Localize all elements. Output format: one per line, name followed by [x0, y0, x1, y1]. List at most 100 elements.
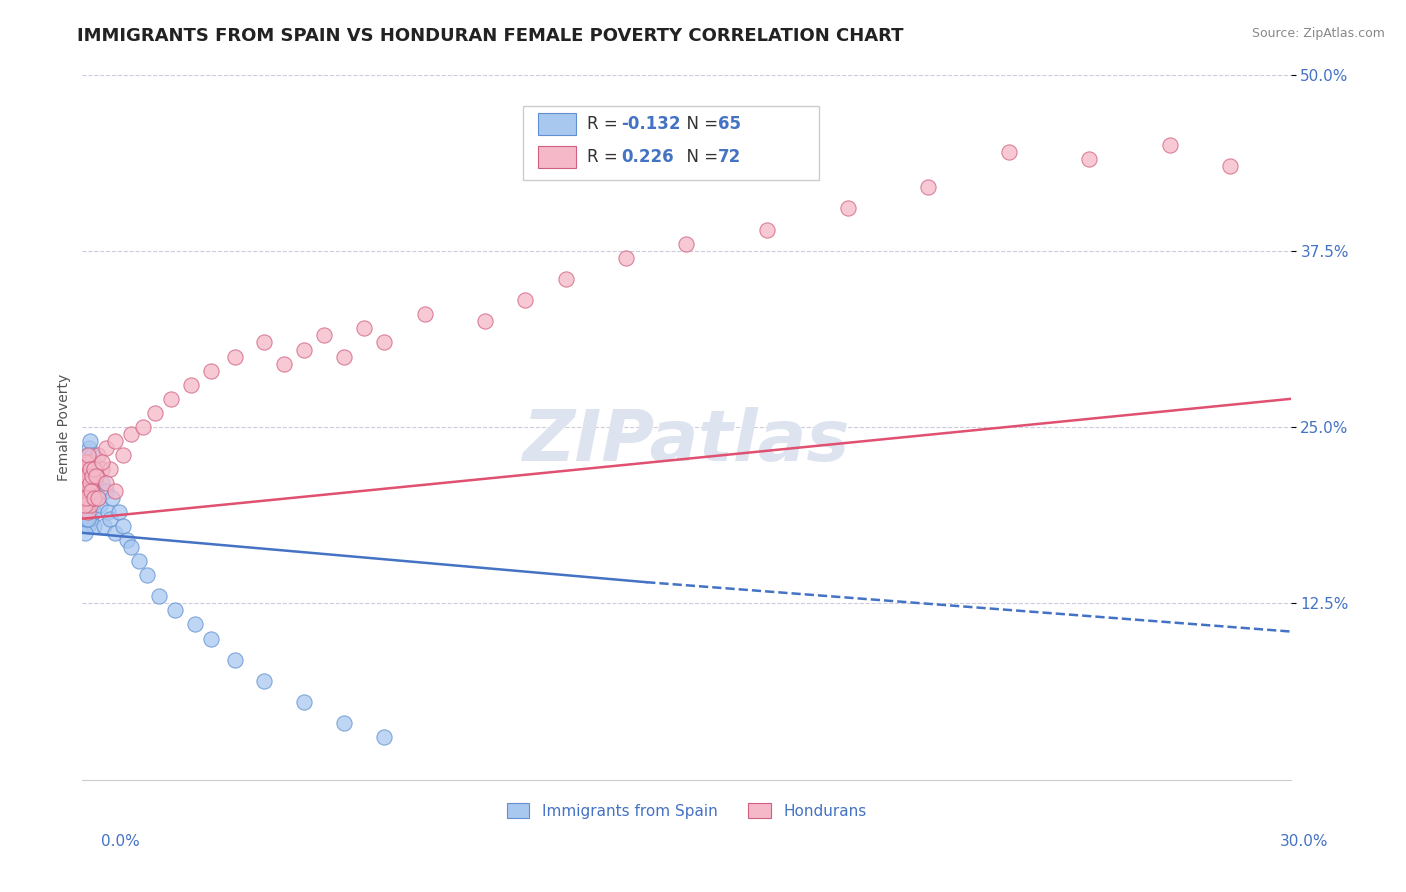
Point	[79, 505, 101, 519]
Point	[107, 505, 129, 519]
Text: N =: N =	[675, 115, 723, 133]
Y-axis label: Female Poverty: Female Poverty	[58, 374, 72, 481]
Point	[184, 617, 207, 632]
Point	[76, 448, 98, 462]
Point	[76, 512, 98, 526]
Text: 72: 72	[718, 148, 741, 166]
Point	[148, 589, 170, 603]
Point	[373, 335, 395, 350]
Point	[79, 498, 101, 512]
Text: ZIPatlas: ZIPatlas	[523, 407, 851, 475]
Point	[80, 469, 103, 483]
Point	[82, 491, 104, 505]
Point	[83, 462, 105, 476]
Point	[515, 293, 537, 307]
Point	[77, 491, 100, 505]
Point	[756, 222, 779, 236]
Point	[224, 350, 246, 364]
Point	[93, 518, 115, 533]
Point	[120, 540, 142, 554]
Point	[79, 476, 101, 491]
Point	[82, 469, 104, 483]
Point	[76, 491, 98, 505]
Point	[87, 491, 110, 505]
Point	[91, 462, 114, 476]
Point	[131, 420, 153, 434]
Point	[75, 462, 97, 476]
Text: 30.0%: 30.0%	[1281, 834, 1329, 849]
Point	[77, 462, 100, 476]
Text: R =: R =	[588, 115, 623, 133]
Point	[80, 498, 103, 512]
Point	[76, 476, 98, 491]
Point	[128, 554, 150, 568]
Point	[200, 632, 222, 646]
Point	[80, 483, 103, 498]
Point	[143, 406, 166, 420]
Point	[87, 491, 110, 505]
Point	[80, 476, 103, 491]
Point	[252, 335, 274, 350]
Point	[135, 568, 157, 582]
Point	[163, 603, 186, 617]
Point	[83, 518, 105, 533]
Point	[120, 427, 142, 442]
Point	[80, 462, 103, 476]
Point	[837, 202, 859, 216]
Legend: Immigrants from Spain, Hondurans: Immigrants from Spain, Hondurans	[501, 797, 873, 825]
Point	[75, 512, 97, 526]
Point	[79, 483, 101, 498]
Point	[554, 272, 576, 286]
Point	[77, 505, 100, 519]
Point	[353, 321, 375, 335]
Point	[86, 476, 108, 491]
Point	[101, 491, 124, 505]
Point	[75, 491, 97, 505]
Point	[76, 455, 98, 469]
Point	[96, 476, 118, 491]
Point	[82, 469, 104, 483]
Point	[76, 498, 98, 512]
Point	[1219, 159, 1241, 173]
Point	[83, 483, 105, 498]
Point	[80, 462, 103, 476]
Point	[75, 476, 97, 491]
Point	[75, 505, 97, 519]
Point	[675, 236, 697, 251]
Point	[180, 377, 202, 392]
Point	[96, 483, 118, 498]
Point	[91, 455, 114, 469]
Text: IMMIGRANTS FROM SPAIN VS HONDURAN FEMALE POVERTY CORRELATION CHART: IMMIGRANTS FROM SPAIN VS HONDURAN FEMALE…	[77, 27, 904, 45]
Point	[76, 483, 98, 498]
Point	[73, 476, 96, 491]
Point	[160, 392, 183, 406]
Point	[474, 314, 496, 328]
Point	[82, 491, 104, 505]
Point	[79, 512, 101, 526]
Point	[252, 673, 274, 688]
Point	[77, 455, 100, 469]
Point	[76, 469, 98, 483]
Point	[73, 505, 96, 519]
Point	[82, 476, 104, 491]
Point	[75, 525, 97, 540]
Point	[77, 469, 100, 483]
Point	[273, 357, 295, 371]
Point	[111, 518, 134, 533]
Text: Source: ZipAtlas.com: Source: ZipAtlas.com	[1251, 27, 1385, 40]
Point	[82, 455, 104, 469]
Point	[91, 476, 114, 491]
Point	[75, 483, 97, 498]
Point	[83, 476, 105, 491]
Point	[917, 180, 939, 194]
Text: 0.0%: 0.0%	[101, 834, 141, 849]
Point	[111, 448, 134, 462]
Point	[75, 469, 97, 483]
Point	[96, 441, 118, 455]
Point	[1159, 138, 1181, 153]
Point	[79, 491, 101, 505]
FancyBboxPatch shape	[538, 112, 576, 136]
Point	[333, 716, 356, 731]
Point	[373, 731, 395, 745]
Point	[312, 328, 335, 343]
